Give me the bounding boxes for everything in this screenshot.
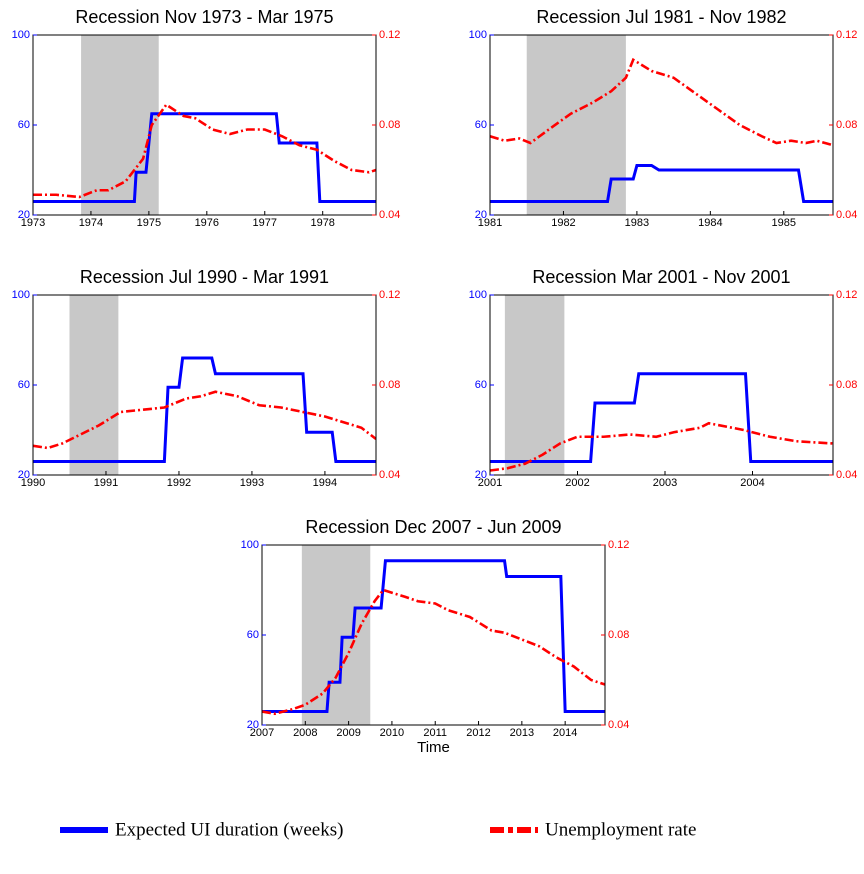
x-tick-label: 1992: [167, 477, 191, 489]
chart-title: Recession Nov 1973 - Mar 1975: [75, 7, 333, 27]
series-line: [490, 164, 833, 203]
x-tick-label: 1983: [625, 217, 649, 229]
y2-tick-label: 0.04: [836, 209, 857, 221]
y-tick-label: 60: [18, 379, 30, 391]
x-tick-label: 1982: [551, 217, 575, 229]
y-tick-label: 60: [475, 119, 487, 131]
y2-tick-label: 0.08: [836, 119, 857, 131]
legend-label: Expected UI duration (weeks): [115, 819, 343, 840]
series-line: [33, 356, 376, 463]
x-tick-label: 1981: [478, 217, 502, 229]
y2-tick-label: 0.12: [379, 289, 400, 301]
y2-tick-label: 0.04: [379, 209, 400, 221]
x-axis-label: Time: [417, 739, 450, 756]
x-tick-label: 1975: [137, 217, 161, 229]
y-tick-label: 60: [475, 379, 487, 391]
x-tick-label: 2010: [380, 727, 404, 739]
series-line: [490, 372, 833, 463]
y-tick-label: 20: [18, 209, 30, 221]
x-tick-label: 2004: [740, 477, 764, 489]
y-tick-label: 100: [12, 29, 30, 41]
y-tick-label: 100: [469, 29, 487, 41]
subplot: Recession Jul 1981 - Nov 1982 1981 1982 198…: [469, 7, 858, 229]
x-tick-label: 2002: [565, 477, 589, 489]
x-tick-label: 1994: [313, 477, 337, 489]
y-tick-label: 100: [469, 289, 487, 301]
recession-band: [69, 295, 119, 475]
series-line: [33, 102, 376, 199]
y-tick-label: 60: [18, 119, 30, 131]
y2-tick-label: 0.08: [379, 119, 400, 131]
x-tick-label: 2003: [653, 477, 677, 489]
x-tick-label: 1974: [79, 217, 103, 229]
y2-tick-label: 0.12: [836, 29, 857, 41]
series-line: [262, 588, 605, 716]
recession-band: [301, 545, 371, 725]
x-tick-label: 1991: [94, 477, 118, 489]
y2-tick-label: 0.12: [836, 289, 857, 301]
y2-tick-label: 0.12: [379, 29, 400, 41]
y2-tick-label: 0.04: [836, 469, 857, 481]
x-tick-label: 2013: [510, 727, 534, 739]
series-line: [262, 559, 605, 713]
x-tick-label: 2007: [250, 727, 274, 739]
x-tick-label: 2008: [293, 727, 317, 739]
subplot: Recession Nov 1973 - Mar 1975 1973 1974 197…: [12, 7, 401, 229]
y-tick-label: 20: [247, 719, 259, 731]
recession-band: [504, 295, 565, 475]
chart-title: Recession Dec 2007 - Jun 2009: [305, 517, 561, 537]
y-tick-label: 60: [247, 629, 259, 641]
legend-label: Unemployment rate: [545, 819, 696, 840]
recession-band: [81, 35, 159, 215]
x-tick-label: 2001: [478, 477, 502, 489]
chart-title: Recession Jul 1981 - Nov 1982: [536, 7, 786, 27]
y2-tick-label: 0.04: [379, 469, 400, 481]
x-tick-label: 1973: [21, 217, 45, 229]
x-tick-label: 1984: [698, 217, 722, 229]
x-tick-label: 1978: [310, 217, 334, 229]
x-tick-label: 2012: [466, 727, 490, 739]
y2-tick-label: 0.08: [836, 379, 857, 391]
series-line: [490, 421, 833, 472]
x-tick-label: 2009: [336, 727, 360, 739]
y2-tick-label: 0.08: [379, 379, 400, 391]
x-tick-label: 1985: [772, 217, 796, 229]
x-tick-label: 1990: [21, 477, 45, 489]
y2-tick-label: 0.12: [608, 539, 629, 551]
x-tick-label: 2011: [423, 727, 447, 739]
chart-title: Recession Jul 1990 - Mar 1991: [80, 267, 329, 287]
y-tick-label: 100: [12, 289, 30, 301]
series-line: [33, 112, 376, 203]
x-tick-label: 1977: [253, 217, 277, 229]
series-line: [33, 390, 376, 450]
y-tick-label: 100: [241, 539, 259, 551]
x-tick-label: 2014: [553, 727, 577, 739]
legend: Expected UI duration (weeks) Unemployment…: [60, 819, 696, 840]
x-tick-label: 1993: [240, 477, 264, 489]
chart-title: Recession Mar 2001 - Nov 2001: [532, 267, 790, 287]
subplot: Recession Jul 1990 - Mar 1991 1990 1991 199…: [12, 267, 401, 489]
y2-tick-label: 0.04: [608, 719, 629, 731]
y-tick-label: 20: [475, 469, 487, 481]
series-line: [490, 57, 833, 147]
y2-tick-label: 0.08: [608, 629, 629, 641]
y-tick-label: 20: [475, 209, 487, 221]
x-tick-label: 1976: [195, 217, 219, 229]
y-tick-label: 20: [18, 469, 30, 481]
